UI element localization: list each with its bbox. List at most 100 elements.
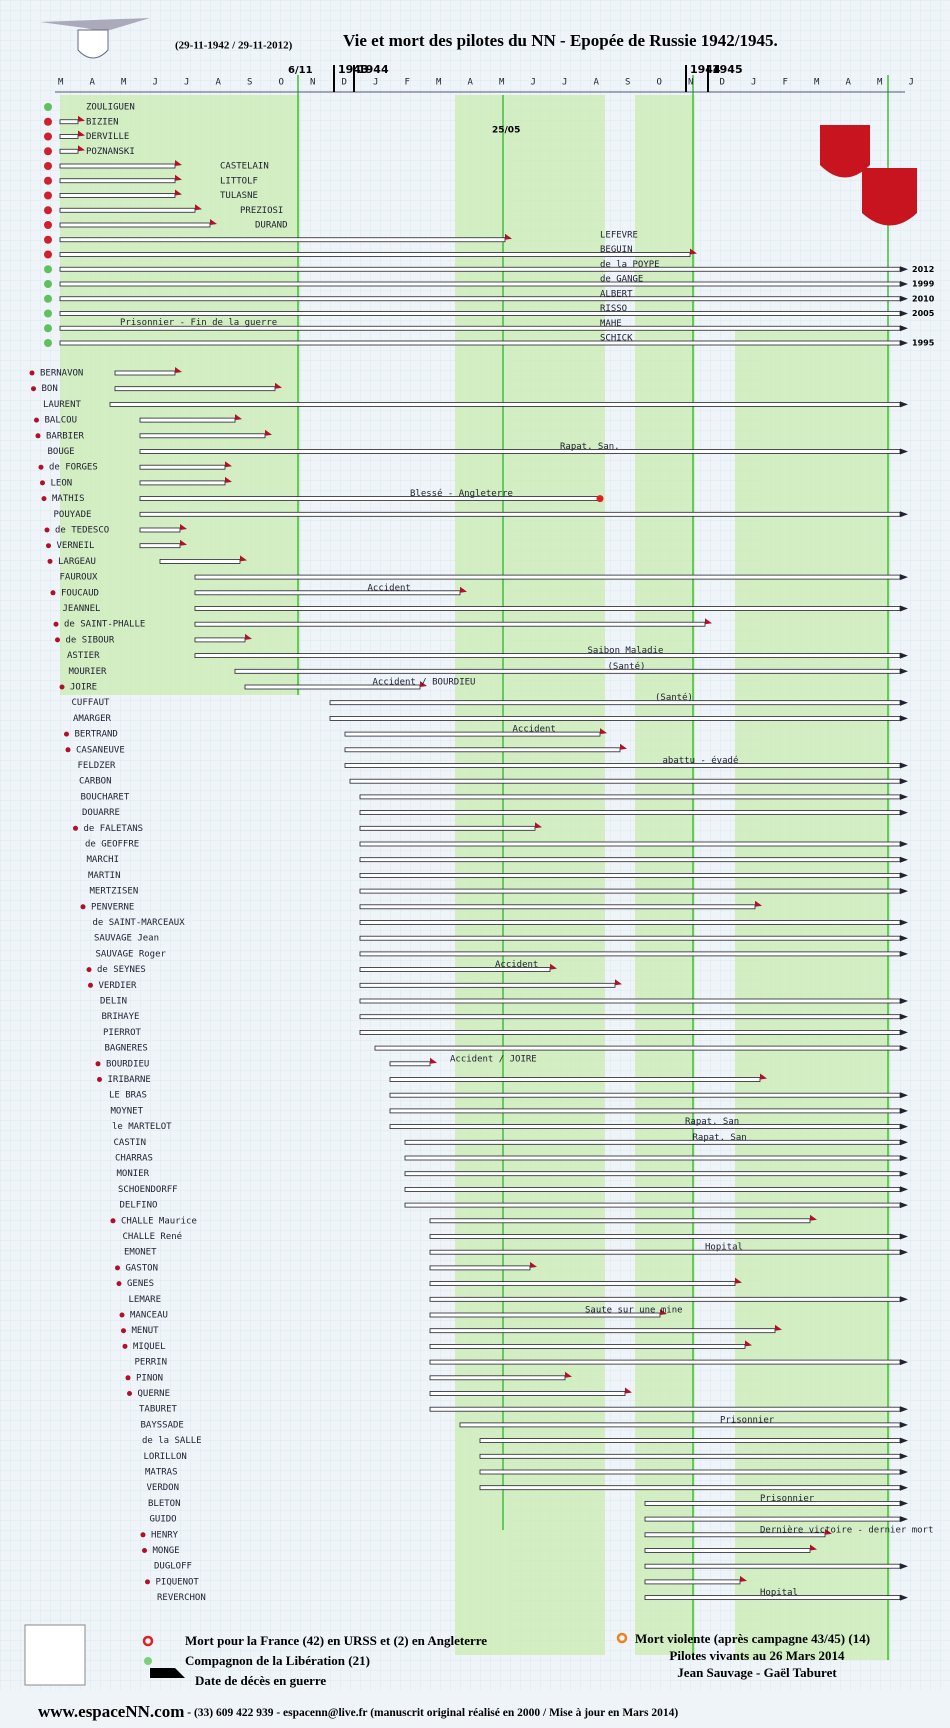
death-flag bbox=[600, 728, 607, 735]
service-bar bbox=[159, 559, 241, 564]
service-bar bbox=[139, 464, 226, 470]
service-bar bbox=[359, 810, 901, 815]
death-flag bbox=[810, 1544, 817, 1551]
arrow bbox=[900, 1170, 908, 1177]
marker-dot bbox=[127, 1391, 132, 1396]
service-bar bbox=[429, 1391, 626, 1396]
service-bar bbox=[644, 1579, 741, 1585]
note: Accident / BOURDIEU bbox=[373, 678, 476, 688]
service-bar bbox=[59, 119, 79, 125]
pilot-name: de FALETANS bbox=[84, 824, 144, 834]
arrow bbox=[900, 699, 908, 706]
pilot-name: PINON bbox=[136, 1373, 163, 1383]
service-bar bbox=[194, 621, 706, 627]
marker-dot bbox=[125, 1375, 131, 1381]
marker-dot bbox=[110, 1218, 116, 1224]
service-bar bbox=[139, 417, 236, 423]
service-bar bbox=[429, 1281, 736, 1286]
marker-dot bbox=[29, 370, 35, 376]
death-flag bbox=[825, 1528, 832, 1535]
service-bar bbox=[349, 778, 901, 784]
note: Dernière victoire - dernier mort bbox=[760, 1524, 933, 1535]
pilot-name: QUERNE bbox=[138, 1389, 171, 1399]
arrow bbox=[900, 325, 908, 332]
note: Saute sur une mine bbox=[585, 1306, 683, 1316]
arrow bbox=[900, 1139, 908, 1146]
pilot-name: BIZIEN bbox=[86, 117, 119, 127]
marker-dot bbox=[44, 191, 52, 200]
pilot-name: CHALLE Maurice bbox=[121, 1216, 197, 1226]
service-bar bbox=[429, 1265, 531, 1271]
pilot-name: BERTRAND bbox=[75, 730, 118, 740]
pilot-name: LEMARE bbox=[129, 1295, 162, 1305]
service-bar bbox=[59, 237, 506, 243]
pilot-name: EMONET bbox=[124, 1248, 157, 1258]
note: Prisonnier bbox=[720, 1415, 775, 1425]
marker-dot bbox=[41, 496, 47, 502]
year-label: 1944 bbox=[690, 63, 721, 76]
arrow bbox=[900, 1092, 908, 1099]
marker-label: 25/05 bbox=[492, 126, 520, 136]
month-label: S bbox=[625, 78, 630, 88]
service-bar bbox=[194, 590, 461, 596]
pilot-name: MOURIER bbox=[69, 667, 108, 677]
pilot-name: BOUGE bbox=[48, 447, 75, 457]
month-label: A bbox=[216, 78, 222, 88]
death-flag bbox=[705, 618, 712, 625]
marker-dot bbox=[44, 324, 52, 333]
service-bar bbox=[359, 998, 901, 1004]
legend-text: Date de décès en guerre bbox=[195, 1673, 326, 1688]
service-bar bbox=[359, 857, 901, 863]
pilot-name: CARBON bbox=[79, 777, 112, 787]
pilot-name: PIERROT bbox=[103, 1028, 142, 1038]
month-label: A bbox=[468, 78, 474, 88]
pilot-name: LEFEVRE bbox=[600, 230, 638, 240]
pilot-name: ALBERT bbox=[600, 289, 633, 299]
legend-compagnon bbox=[144, 1657, 152, 1665]
arrow bbox=[900, 856, 908, 863]
marker-dot bbox=[44, 132, 52, 141]
legend-text: Jean Sauvage - Gaël Taburet bbox=[677, 1665, 837, 1680]
service-bar bbox=[644, 1563, 901, 1569]
arrow bbox=[900, 1029, 908, 1036]
marker-dot bbox=[116, 1281, 122, 1287]
pilot-name: DOUARRE bbox=[82, 808, 120, 818]
service-bar bbox=[359, 825, 536, 831]
service-bar bbox=[359, 841, 901, 847]
month-label: O bbox=[279, 78, 284, 88]
service-bar bbox=[404, 1187, 901, 1192]
footer-contact: - (33) 609 422 939 - espacenn@live.fr (m… bbox=[184, 1707, 678, 1719]
death-flag bbox=[550, 963, 557, 970]
note: Rapat. San bbox=[685, 1117, 739, 1127]
service-bar bbox=[429, 1359, 901, 1365]
month-label: J bbox=[153, 78, 158, 88]
service-bar bbox=[59, 281, 901, 287]
service-bar bbox=[329, 716, 901, 721]
death-flag bbox=[505, 233, 512, 240]
arrow bbox=[900, 1296, 908, 1303]
arrow bbox=[900, 266, 908, 273]
service-bar bbox=[359, 904, 756, 910]
death-flag bbox=[775, 1324, 782, 1331]
pilot-name: LARGEAU bbox=[58, 557, 96, 567]
service-bar bbox=[359, 920, 901, 925]
service-bar bbox=[429, 1218, 811, 1224]
month-label: O bbox=[657, 78, 662, 88]
pilot-name: FELDZER bbox=[78, 761, 117, 771]
marker-dot bbox=[95, 1061, 101, 1067]
arrow bbox=[900, 793, 908, 800]
death-flag bbox=[660, 1309, 667, 1315]
pilot-name: de SIBOUR bbox=[66, 635, 115, 645]
arrow bbox=[900, 1045, 908, 1052]
month-label: J bbox=[751, 78, 756, 88]
death-flag bbox=[535, 822, 542, 829]
note: Rapat. San bbox=[693, 1133, 747, 1143]
pilot-name: PERRIN bbox=[135, 1358, 168, 1368]
service-bar bbox=[139, 511, 901, 517]
marker-dot bbox=[142, 1548, 147, 1553]
arrow bbox=[900, 1469, 908, 1475]
arrow bbox=[900, 281, 908, 287]
pilot-name: REVERCHON bbox=[157, 1593, 206, 1603]
arrow bbox=[900, 715, 908, 722]
